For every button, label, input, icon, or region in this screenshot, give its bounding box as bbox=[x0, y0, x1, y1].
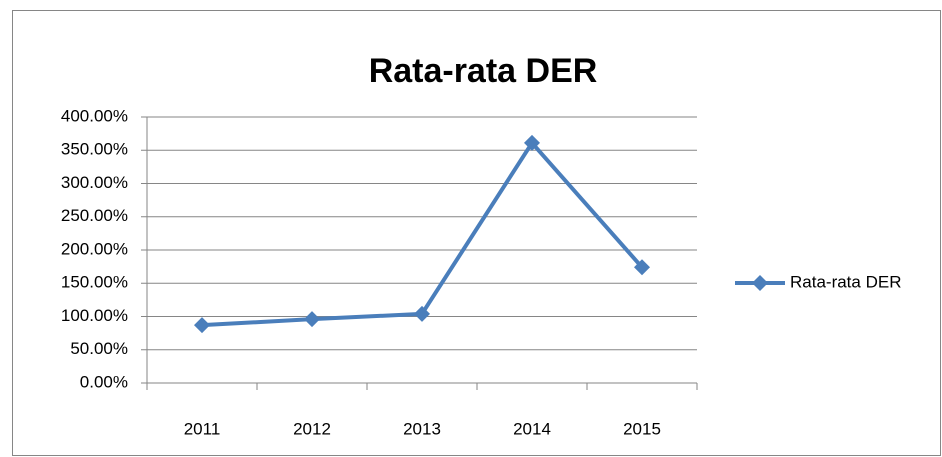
y-tick-label: 150.00% bbox=[61, 273, 128, 292]
data-point bbox=[194, 317, 210, 334]
y-tick-label: 0.00% bbox=[80, 372, 128, 391]
legend-label: Rata-rata DER bbox=[790, 272, 901, 291]
y-tick-label: 100.00% bbox=[61, 306, 128, 325]
data-point bbox=[304, 311, 320, 328]
data-point bbox=[634, 259, 650, 276]
chart-frame bbox=[12, 10, 941, 456]
data-point bbox=[524, 134, 540, 151]
y-tick-label: 300.00% bbox=[61, 173, 128, 192]
x-tick-label: 2014 bbox=[513, 419, 551, 438]
y-tick-label: 350.00% bbox=[61, 140, 128, 159]
x-tick-label: 2011 bbox=[184, 419, 221, 438]
legend-marker bbox=[752, 275, 768, 291]
y-tick-label: 200.00% bbox=[61, 239, 128, 258]
x-tick-label: 2015 bbox=[623, 419, 661, 438]
x-tick-label: 2013 bbox=[403, 419, 441, 438]
y-tick-label: 50.00% bbox=[70, 339, 128, 358]
chart-title: Rata-rata DER bbox=[369, 52, 598, 90]
y-tick-label: 250.00% bbox=[61, 206, 128, 225]
x-tick-label: 2012 bbox=[293, 419, 331, 438]
data-point bbox=[414, 305, 430, 322]
y-tick-label: 400.00% bbox=[61, 106, 128, 125]
